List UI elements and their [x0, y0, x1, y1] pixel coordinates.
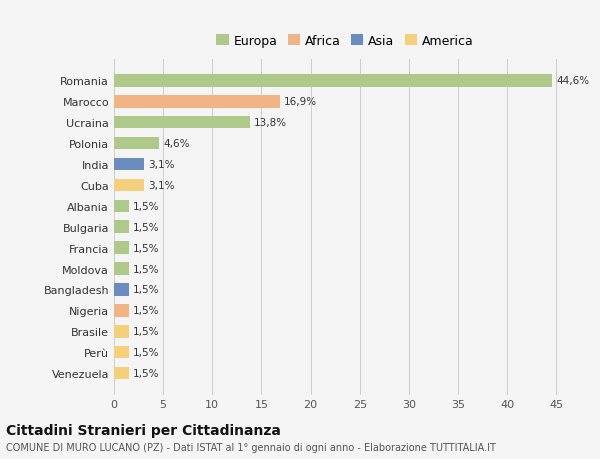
Text: 44,6%: 44,6% — [556, 76, 589, 86]
Bar — [114, 367, 129, 380]
Bar — [114, 284, 129, 296]
Text: 13,8%: 13,8% — [254, 118, 287, 128]
Bar — [114, 117, 250, 129]
Bar — [114, 221, 129, 234]
Text: 4,6%: 4,6% — [163, 139, 190, 149]
Bar — [114, 75, 553, 87]
Text: 1,5%: 1,5% — [133, 202, 159, 211]
Text: 1,5%: 1,5% — [133, 326, 159, 336]
Bar — [114, 138, 159, 150]
Text: 1,5%: 1,5% — [133, 222, 159, 232]
Bar — [114, 263, 129, 275]
Text: COMUNE DI MURO LUCANO (PZ) - Dati ISTAT al 1° gennaio di ogni anno - Elaborazion: COMUNE DI MURO LUCANO (PZ) - Dati ISTAT … — [6, 442, 496, 452]
Bar — [114, 96, 280, 108]
Bar — [114, 242, 129, 254]
Bar — [114, 325, 129, 338]
Text: 1,5%: 1,5% — [133, 368, 159, 378]
Text: 16,9%: 16,9% — [284, 97, 317, 107]
Text: 1,5%: 1,5% — [133, 306, 159, 316]
Text: 1,5%: 1,5% — [133, 285, 159, 295]
Bar — [114, 346, 129, 358]
Text: 3,1%: 3,1% — [148, 160, 175, 170]
Text: 3,1%: 3,1% — [148, 180, 175, 190]
Bar — [114, 200, 129, 213]
Bar — [114, 304, 129, 317]
Text: 1,5%: 1,5% — [133, 347, 159, 358]
Text: Cittadini Stranieri per Cittadinanza: Cittadini Stranieri per Cittadinanza — [6, 423, 281, 437]
Bar — [114, 158, 145, 171]
Text: 1,5%: 1,5% — [133, 264, 159, 274]
Text: 1,5%: 1,5% — [133, 243, 159, 253]
Bar — [114, 179, 145, 192]
Legend: Europa, Africa, Asia, America: Europa, Africa, Asia, America — [214, 33, 476, 50]
